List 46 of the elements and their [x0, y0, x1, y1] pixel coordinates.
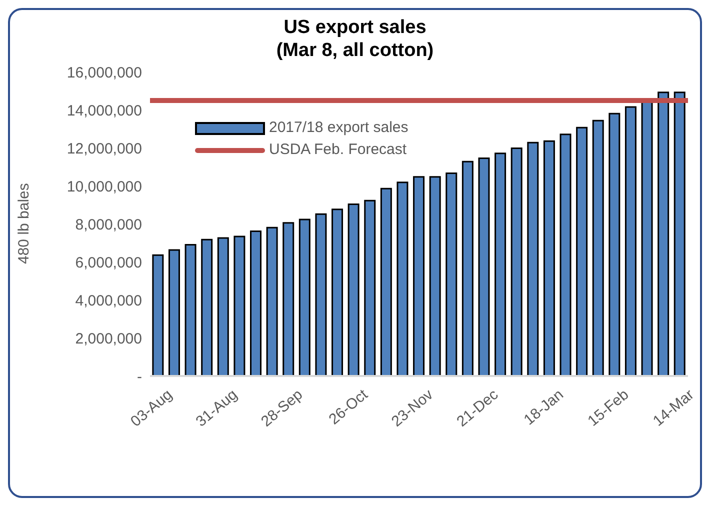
- bar: [543, 140, 555, 376]
- bar: [348, 203, 360, 376]
- bar: [364, 200, 376, 376]
- y-tick-label: 12,000,000: [66, 140, 142, 158]
- bar: [282, 222, 294, 376]
- chart-subtitle: (Mar 8, all cotton): [275, 39, 435, 62]
- bar: [266, 226, 278, 376]
- bar: [217, 237, 229, 376]
- legend-label: USDA Feb. Forecast: [269, 140, 407, 160]
- bar: [380, 188, 392, 376]
- bar: [396, 182, 408, 376]
- y-tick-label: 10,000,000: [66, 178, 142, 196]
- bar: [234, 236, 246, 376]
- bar: [184, 244, 196, 376]
- bar: [168, 249, 180, 376]
- bar: [298, 218, 310, 376]
- bar: [413, 176, 425, 376]
- y-tick-label: 6,000,000: [75, 254, 142, 272]
- bar: [527, 142, 539, 376]
- bar: [510, 147, 522, 376]
- bar: [446, 172, 458, 376]
- y-axis-title: 480 lb bales: [15, 183, 32, 264]
- y-tick-label: 4,000,000: [75, 292, 142, 310]
- y-tick-label: -: [137, 368, 142, 386]
- bar: [624, 106, 636, 376]
- y-tick-label: 2,000,000: [75, 330, 142, 348]
- y-tick-label: 8,000,000: [75, 216, 142, 234]
- bar: [429, 176, 441, 376]
- bar: [478, 158, 490, 376]
- bar: [462, 160, 474, 376]
- chart-title: US export sales: [282, 16, 428, 39]
- bar: [608, 112, 620, 376]
- bar: [315, 213, 327, 376]
- y-tick-label: 16,000,000: [66, 64, 142, 82]
- bar: [494, 152, 506, 376]
- bar: [674, 92, 686, 376]
- legend-label: 2017/18 export sales: [269, 118, 408, 138]
- bar: [152, 254, 164, 376]
- bar: [576, 126, 588, 376]
- bar: [592, 120, 604, 376]
- y-tick-label: 14,000,000: [66, 102, 142, 120]
- bar: [332, 208, 344, 376]
- bar: [658, 92, 670, 376]
- bar: [201, 238, 213, 376]
- bar: [250, 230, 262, 376]
- bar: [560, 134, 572, 376]
